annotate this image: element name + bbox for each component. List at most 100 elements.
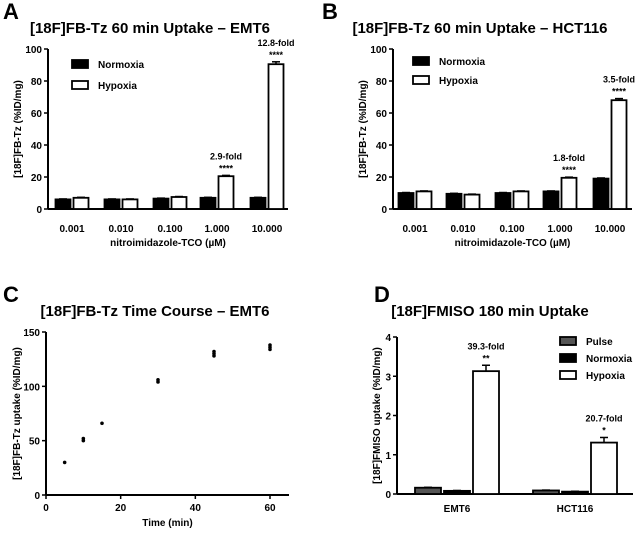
legend-label: Normoxia [586,354,633,365]
bar-normoxia [54,198,72,210]
legend-label: Hypoxia [439,76,478,87]
legend-swatch-hypoxia [71,80,89,90]
panel-label: B [322,0,338,24]
legend-swatch-hypoxia [412,75,430,85]
bar-normoxia [561,490,589,495]
significance-stars: ** [482,353,490,363]
panel-D: D[18F]FMISO 180 min Uptake 0 1 2 3 4[18F]FMIS… [372,282,633,515]
legend-label: Normoxia [439,57,486,68]
bar-normoxia [542,190,560,210]
x-tick-label: 10.000 [595,224,626,235]
y-tick-label: 100 [25,45,42,56]
x-tick-label: 0.010 [108,224,133,235]
panel-B: B [18F]FB-Tz 60 min Uptake – HCT116 0 20 40 6… [322,0,635,249]
bar-hypoxia [463,193,481,210]
legend-swatch-pulse [559,336,577,346]
legend-label: Hypoxia [98,81,137,92]
y-tick-label: 3 [385,372,391,383]
y-tick-label: 80 [376,77,388,88]
y-tick-label: 4 [385,333,391,344]
bar-hypoxia [590,441,618,495]
x-axis-label: nitroimidazole-TCO (µM) [110,238,226,249]
y-tick-label: 0 [381,205,387,216]
y-tick-label: 20 [31,173,43,184]
bar-normoxia [199,196,217,210]
x-tick-label: 0.100 [157,224,182,235]
fold-change-label: 3.5-fold [603,75,635,85]
chart-title: [18F]FB-Tz 60 min Uptake – HCT116 [352,20,607,37]
legend-swatch-normoxia [412,56,430,66]
significance-stars: **** [562,165,577,175]
significance-stars: * [602,425,606,435]
y-tick-label: 0 [34,491,40,502]
bar-normoxia [443,489,471,495]
chart-title: [18F]FB-Tz 60 min Uptake – EMT6 [30,20,270,37]
bar-normoxia [397,192,415,210]
fold-change-label: 1.8-fold [553,153,585,163]
y-tick-label: 100 [23,382,40,393]
data-point [81,436,86,441]
data-point [62,460,67,465]
y-tick-label: 80 [31,77,43,88]
x-tick-label: 0.010 [450,224,475,235]
fold-change-label: 20.7-fold [585,413,622,423]
fold-change-label: 2.9-fold [210,151,242,161]
y-axis-label: [18F]FMISO uptake (%ID/mg) [372,347,383,484]
y-tick-label: 100 [370,45,387,56]
y-axis-label: [18F]FB-Tz (%ID/mg) [13,80,24,178]
x-axis-label: nitroimidazole-TCO (µM) [455,238,571,249]
bar-normoxia [494,192,512,210]
x-tick-label: 20 [115,503,127,514]
bar-normoxia [249,196,267,210]
y-tick-label: 150 [23,328,40,339]
y-tick-label: 50 [29,437,41,448]
bar-hypoxia [415,190,433,210]
x-tick-label: 0.100 [499,224,524,235]
bar-hypoxia [267,63,285,210]
significance-stars: **** [612,87,627,97]
x-tick-label: 0 [43,503,49,514]
fold-change-label: 39.3-fold [467,341,504,351]
y-tick-label: 1 [385,451,391,462]
bar-normoxia [592,177,610,210]
y-tick-label: 60 [31,109,43,120]
panel-label: C [3,282,19,307]
x-tick-label: 0.001 [59,224,84,235]
chart-title: [18F]FMISO 180 min Uptake [391,303,589,320]
y-tick-label: 2 [385,412,391,423]
significance-stars: **** [269,50,284,60]
x-tick-label: 0.001 [402,224,427,235]
y-tick-label: 0 [36,205,42,216]
data-point [100,421,104,426]
bar-normoxia [445,192,463,210]
fold-change-label: 12.8-fold [257,38,294,48]
significance-stars: **** [219,163,234,173]
x-tick-label: 40 [190,503,202,514]
x-tick-label: 1.000 [547,224,572,235]
bar-hypoxia [72,196,90,210]
panel-label: A [3,0,19,24]
bar-pulse [414,486,442,495]
bar-hypoxia [170,196,188,210]
x-tick-label: 60 [264,503,276,514]
y-tick-label: 40 [31,141,43,152]
bar-hypoxia [610,99,628,210]
panel-A: A [18F]FB-Tz 60 min Uptake – EMT6 0 20 40 60 8… [3,0,295,249]
bar-hypoxia [217,175,235,210]
x-tick-label: 10.000 [252,224,283,235]
panel-C: C [18F]FB-Tz Time Course – EMT6 0 50 100 150[… [3,282,289,529]
data-point [156,378,160,382]
legend-swatch-normoxia [559,353,577,363]
data-point [212,349,216,354]
y-tick-label: 40 [376,141,388,152]
y-tick-label: 60 [376,109,388,120]
legend-label: Hypoxia [586,371,625,382]
legend-swatch-normoxia [71,59,89,69]
bar-hypoxia [472,370,500,495]
x-axis-label: Time (min) [142,518,192,529]
bar-hypoxia [560,176,578,210]
legend-label: Pulse [586,337,613,348]
x-tick-label: EMT6 [444,504,471,515]
bar-normoxia [152,197,170,210]
